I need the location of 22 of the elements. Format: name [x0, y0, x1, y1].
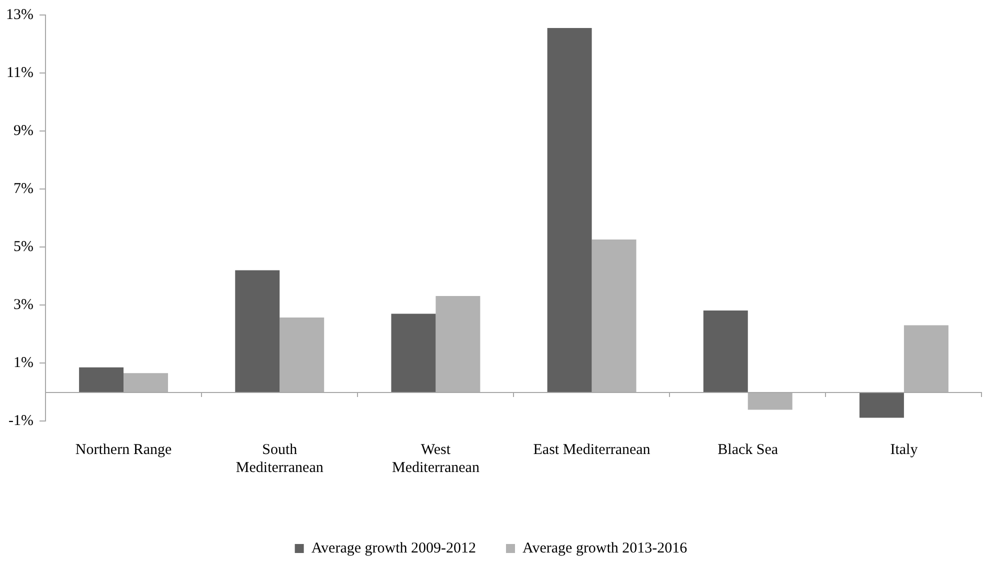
legend-label: Average growth 2009-2012	[311, 540, 476, 556]
y-tick-label: 5%	[13, 238, 34, 255]
bar	[235, 270, 280, 392]
bar	[547, 28, 592, 392]
legend-label: Average growth 2013-2016	[522, 540, 688, 556]
x-tick-label: Northern Range	[75, 442, 172, 458]
x-tick-label: East Mediterranean	[533, 442, 651, 458]
bar	[703, 310, 748, 392]
x-tick-label: Black Sea	[718, 442, 778, 458]
y-tick-label: 13%	[6, 6, 34, 23]
bar	[859, 392, 904, 418]
y-tick-label: 11%	[6, 64, 34, 81]
bar	[391, 314, 436, 392]
y-tick-label: -1%	[8, 412, 34, 429]
bar	[79, 367, 124, 392]
y-tick-label: 1%	[13, 354, 34, 371]
x-tick-label: South Mediterranean	[236, 442, 324, 476]
x-tick-label: Italy	[890, 442, 918, 458]
y-tick-label: 9%	[13, 122, 34, 139]
y-tick-label: 3%	[13, 296, 34, 313]
x-tick-label: West Mediterranean	[392, 442, 480, 476]
y-tick-label: 7%	[13, 180, 34, 197]
